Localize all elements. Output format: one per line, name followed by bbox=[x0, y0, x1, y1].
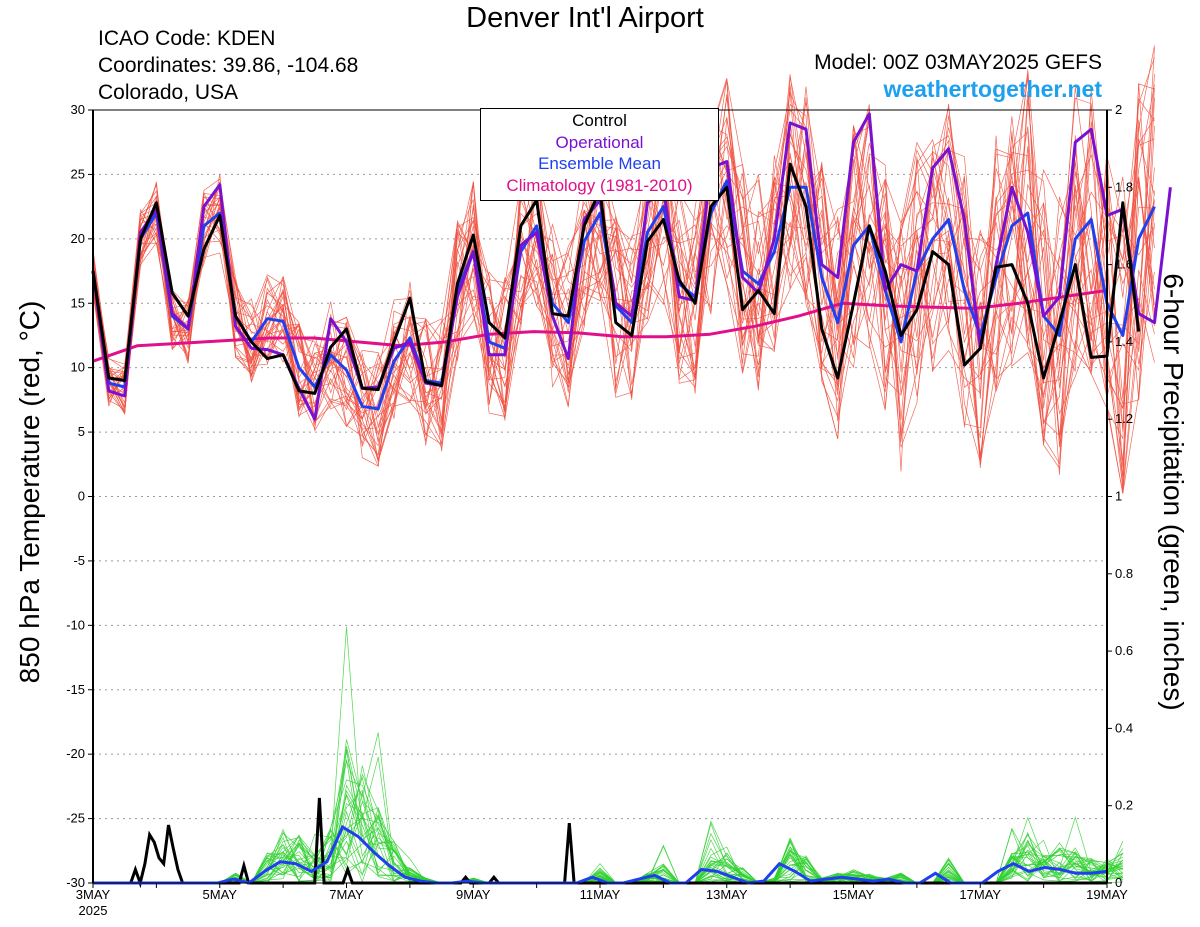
temperature-member-line bbox=[92, 135, 1155, 422]
x-tick-label: 13MAY bbox=[706, 887, 748, 902]
precipitation-member-line bbox=[93, 732, 1123, 884]
y-right-tick-label: 0.4 bbox=[1115, 720, 1133, 735]
y-tick-label: -5 bbox=[73, 553, 85, 568]
legend-control: Control bbox=[572, 111, 627, 130]
x-tick-label: 3MAY bbox=[76, 887, 111, 902]
temperature-member-line bbox=[92, 83, 1155, 475]
x-tick-label: 7MAY bbox=[329, 887, 364, 902]
temperature-member-line bbox=[92, 97, 1155, 463]
y-right-tick-label: 2 bbox=[1115, 102, 1122, 117]
y-right-tick-label: 1.4 bbox=[1115, 334, 1133, 349]
y-right-tick-label: 1.6 bbox=[1115, 257, 1133, 272]
x-tick-label: 11MAY bbox=[580, 887, 621, 902]
y-right-tick-label: 1.8 bbox=[1115, 179, 1133, 194]
precipitation-member-line bbox=[93, 626, 1123, 884]
precipitation-member-line bbox=[93, 749, 1123, 884]
temperature-member-line bbox=[92, 90, 1155, 425]
legend-operational: Operational bbox=[555, 132, 644, 152]
ensemble-mean-precipitation-line bbox=[93, 824, 1108, 885]
y-tick-label: 20 bbox=[71, 231, 85, 246]
precipitation-member-line bbox=[93, 803, 1124, 884]
temperature-member-line bbox=[92, 78, 1155, 462]
y-tick-label: -15 bbox=[66, 682, 85, 697]
y-axis-label-left: 850 hPa Temperature (red, °C) bbox=[14, 300, 45, 684]
legend-ensemble-mean: Ensemble Mean bbox=[538, 154, 661, 173]
x-tick-label: 19MAY bbox=[1086, 887, 1128, 902]
y-tick-label: 30 bbox=[71, 102, 85, 117]
precipitation-member-line bbox=[93, 750, 1123, 884]
tick-labels: 302520151050-5-10-15-20-25-3021.81.61.41… bbox=[66, 102, 1133, 918]
precipitation-member-line bbox=[93, 789, 1123, 884]
y-tick-label: -30 bbox=[66, 875, 85, 890]
precipitation-member-line bbox=[93, 757, 1123, 884]
x-tick-label: 17MAY bbox=[959, 887, 1001, 902]
y-right-tick-label: 0 bbox=[1115, 875, 1122, 890]
y-tick-label: 0 bbox=[78, 489, 85, 504]
y-tick-label: -10 bbox=[66, 617, 85, 632]
climatology-temperature-line bbox=[92, 288, 1108, 363]
site-link[interactable]: weathertogether.net bbox=[883, 76, 1102, 102]
chart-title: Denver Int'l Airport bbox=[466, 2, 704, 34]
x-tick-label: 15MAY bbox=[833, 887, 875, 902]
y-right-tick-label: 0.8 bbox=[1115, 566, 1133, 581]
x-tick-sublabel: 2025 bbox=[79, 903, 108, 918]
y-right-tick-label: 0.2 bbox=[1115, 798, 1133, 813]
y-tick-label: 5 bbox=[78, 424, 85, 439]
precipitation-member-line bbox=[93, 779, 1123, 884]
precipitation-ensemble-members bbox=[93, 626, 1124, 884]
temperature-member-line bbox=[92, 102, 1155, 465]
y-tick-label: 25 bbox=[71, 166, 85, 181]
precipitation-member-line bbox=[93, 784, 1124, 884]
precipitation-member-line bbox=[93, 739, 1124, 884]
y-right-tick-label: 1.2 bbox=[1115, 411, 1133, 426]
location: Colorado, USA bbox=[98, 81, 239, 104]
y-tick-label: 15 bbox=[71, 295, 85, 310]
x-tick-label: 9MAY bbox=[456, 887, 491, 902]
temperature-member-line bbox=[92, 104, 1155, 415]
model-run: Model: 00Z 03MAY2025 GEFS bbox=[814, 51, 1102, 74]
temperature-member-line bbox=[92, 97, 1155, 456]
main-series bbox=[91, 112, 1172, 889]
y-axis-label-right: 6-hour Precipitation (green, inches) bbox=[1158, 273, 1189, 711]
precipitation-member-line bbox=[93, 816, 1124, 884]
y-tick-label: 10 bbox=[71, 360, 85, 375]
grid-lines bbox=[93, 173, 1107, 820]
precipitation-member-line bbox=[93, 776, 1124, 884]
precipitation-member-line bbox=[93, 800, 1123, 884]
precipitation-member-line bbox=[93, 794, 1123, 884]
precipitation-member-line bbox=[93, 807, 1123, 884]
precipitation-member-line bbox=[93, 759, 1123, 884]
precipitation-member-line bbox=[93, 793, 1124, 884]
coordinates: Coordinates: 39.86, -104.68 bbox=[98, 54, 359, 77]
legend: Control Operational Ensemble Mean Climat… bbox=[480, 108, 719, 201]
precipitation-member-line bbox=[93, 773, 1123, 884]
precipitation-member-line bbox=[93, 806, 1123, 884]
icao-code: ICAO Code: KDEN bbox=[98, 27, 276, 50]
temperature-member-line bbox=[92, 84, 1155, 465]
precipitation-member-line bbox=[93, 765, 1124, 884]
x-tick-label: 5MAY bbox=[203, 887, 238, 902]
control-temperature-line bbox=[91, 162, 1141, 395]
y-right-tick-label: 1 bbox=[1115, 489, 1122, 504]
y-right-tick-label: 0.6 bbox=[1115, 643, 1133, 658]
y-tick-label: -25 bbox=[66, 811, 85, 826]
legend-climatology: Climatology (1981-2010) bbox=[506, 175, 693, 195]
y-tick-label: -20 bbox=[66, 746, 85, 761]
precipitation-member-line bbox=[93, 746, 1123, 884]
precipitation-member-line bbox=[93, 792, 1123, 884]
